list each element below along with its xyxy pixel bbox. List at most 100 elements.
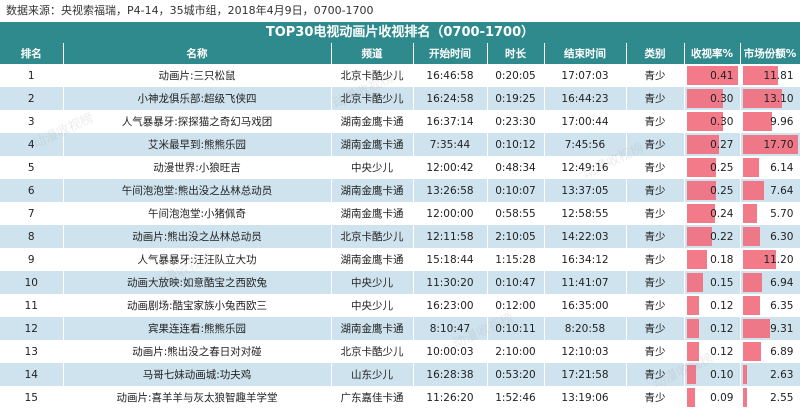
cell-name: 动漫世界:小狼旺吉 [63, 156, 332, 179]
cell-end: 17:21:58 [544, 363, 627, 386]
rating-bar [686, 250, 707, 269]
cell-rating: 0.12 [684, 340, 741, 363]
cell-name: 动画片:三只松鼠 [63, 64, 332, 87]
cell-rank: 7 [0, 202, 64, 225]
cell-start: 16:24:58 [413, 87, 488, 110]
cell-duration: 0:19:25 [487, 87, 545, 110]
cell-name: 动画片:熊出没之丛林总动员 [63, 225, 332, 248]
cell-start: 12:00:42 [413, 156, 488, 179]
share-value: 9.96 [770, 115, 794, 128]
cell-end: 7:45:56 [544, 133, 627, 156]
cell-end: 11:41:07 [544, 271, 627, 294]
table-row: 6 午间泡泡堂:熊出没之丛林总动员 湖南金鹰卡通 13:26:58 0:10:07 13:… [0, 179, 800, 202]
rating-value: 0.27 [710, 138, 734, 151]
cell-category: 青少 [626, 202, 685, 225]
cell-rating: 0.12 [684, 294, 741, 317]
cell-rank: 11 [0, 294, 64, 317]
cell-category: 青少 [626, 225, 685, 248]
cell-share: 13.10 [740, 87, 800, 110]
rating-bar [686, 135, 719, 154]
rating-bar [686, 89, 723, 108]
cell-share: 6.94 [740, 271, 800, 294]
cell-rating: 0.30 [684, 110, 741, 133]
share-value: 5.70 [770, 207, 794, 220]
cell-duration: 2:10:00 [487, 340, 545, 363]
share-bar [742, 66, 778, 85]
share-bar [742, 204, 758, 223]
table-row: 7 午间泡泡堂:小猪佩奇 湖南金鹰卡通 12:00:00 0:58:55 12:58:55… [0, 202, 800, 225]
cell-rank: 9 [0, 248, 64, 271]
cell-category: 青少 [626, 386, 685, 409]
cell-end: 12:58:55 [544, 202, 627, 225]
cell-channel: 湖南金鹰卡通 [331, 317, 414, 340]
cell-share: 6.30 [740, 225, 800, 248]
share-value: 2.63 [770, 368, 794, 381]
share-bar [742, 181, 764, 200]
cell-channel: 湖南金鹰卡通 [331, 179, 414, 202]
rating-value: 0.24 [710, 207, 734, 220]
share-bar [742, 296, 760, 315]
share-value: 6.14 [770, 161, 794, 174]
cell-category: 青少 [626, 363, 685, 386]
header-rating: 收视率% [684, 43, 741, 64]
table-row: 10 动画大放映:如意酷宝之西欧兔 中央少儿 11:30:20 0:10:47 11:41… [0, 271, 800, 294]
share-bar [742, 342, 762, 361]
table-row: 8 动画片:熊出没之丛林总动员 北京卡酷少儿 12:11:58 2:10:05 14:22… [0, 225, 800, 248]
rating-value: 0.09 [710, 391, 734, 404]
share-value: 6.89 [770, 345, 794, 358]
cell-channel: 北京卡酷少儿 [331, 340, 414, 363]
rating-bar [686, 319, 699, 338]
cell-duration: 0:10:47 [487, 271, 545, 294]
share-value: 9.31 [770, 322, 794, 335]
cell-category: 青少 [626, 156, 685, 179]
rating-bar [686, 273, 703, 292]
table-row: 14 马哥七妹动画城:功夫鸡 山东少儿 16:28:38 0:53:20 17:21:58… [0, 363, 800, 386]
cell-channel: 山东少儿 [331, 363, 414, 386]
cell-start: 16:37:14 [413, 110, 488, 133]
cell-rank: 1 [0, 64, 64, 87]
rating-bar [686, 112, 723, 131]
cell-end: 13:37:05 [544, 179, 627, 202]
cell-name: 午间泡泡堂:熊出没之丛林总动员 [63, 179, 332, 202]
share-bar [742, 365, 748, 384]
cell-duration: 1:15:28 [487, 248, 545, 271]
cell-duration: 1:52:46 [487, 386, 545, 409]
cell-rating: 0.09 [684, 386, 741, 409]
cell-category: 青少 [626, 110, 685, 133]
cell-name: 午间泡泡堂:小猪佩奇 [63, 202, 332, 225]
rating-bar [686, 181, 717, 200]
share-value: 7.64 [770, 184, 794, 197]
cell-start: 12:11:58 [413, 225, 488, 248]
header-end: 结束时间 [544, 43, 627, 64]
share-bar [742, 227, 760, 246]
share-value: 6.94 [770, 276, 794, 289]
share-bar [742, 135, 798, 154]
cell-channel: 湖南金鹰卡通 [331, 133, 414, 156]
cell-start: 16:46:58 [413, 64, 488, 87]
cell-start: 11:30:20 [413, 271, 488, 294]
header-name: 名称 [63, 43, 332, 64]
table-row: 13 动画片:熊出没之春日对对碰 北京卡酷少儿 10:00:03 2:10:00 12:1… [0, 340, 800, 363]
cell-start: 10:00:03 [413, 340, 488, 363]
cell-name: 宾果连连看:熊熊乐园 [63, 317, 332, 340]
cell-share: 11.20 [740, 248, 800, 271]
header-duration: 时长 [487, 43, 545, 64]
cell-start: 13:26:58 [413, 179, 488, 202]
cell-rank: 6 [0, 179, 64, 202]
cell-channel: 北京卡酷少儿 [331, 225, 414, 248]
cell-category: 青少 [626, 317, 685, 340]
cell-end: 16:35:00 [544, 294, 627, 317]
rating-bar [686, 227, 713, 246]
cell-duration: 0:12:00 [487, 294, 545, 317]
cell-duration: 0:20:05 [487, 64, 545, 87]
rating-value: 0.12 [710, 322, 734, 335]
cell-start: 7:35:44 [413, 133, 488, 156]
cell-rating: 0.24 [684, 202, 741, 225]
cell-rank: 13 [0, 340, 64, 363]
cell-name: 人气暴暴牙:汪汪队立大功 [63, 248, 332, 271]
cell-share: 2.63 [740, 363, 800, 386]
cell-duration: 0:10:11 [487, 317, 545, 340]
header-share: 市场份额% [740, 43, 800, 64]
share-value: 2.55 [770, 391, 794, 404]
rating-value: 0.10 [710, 368, 734, 381]
